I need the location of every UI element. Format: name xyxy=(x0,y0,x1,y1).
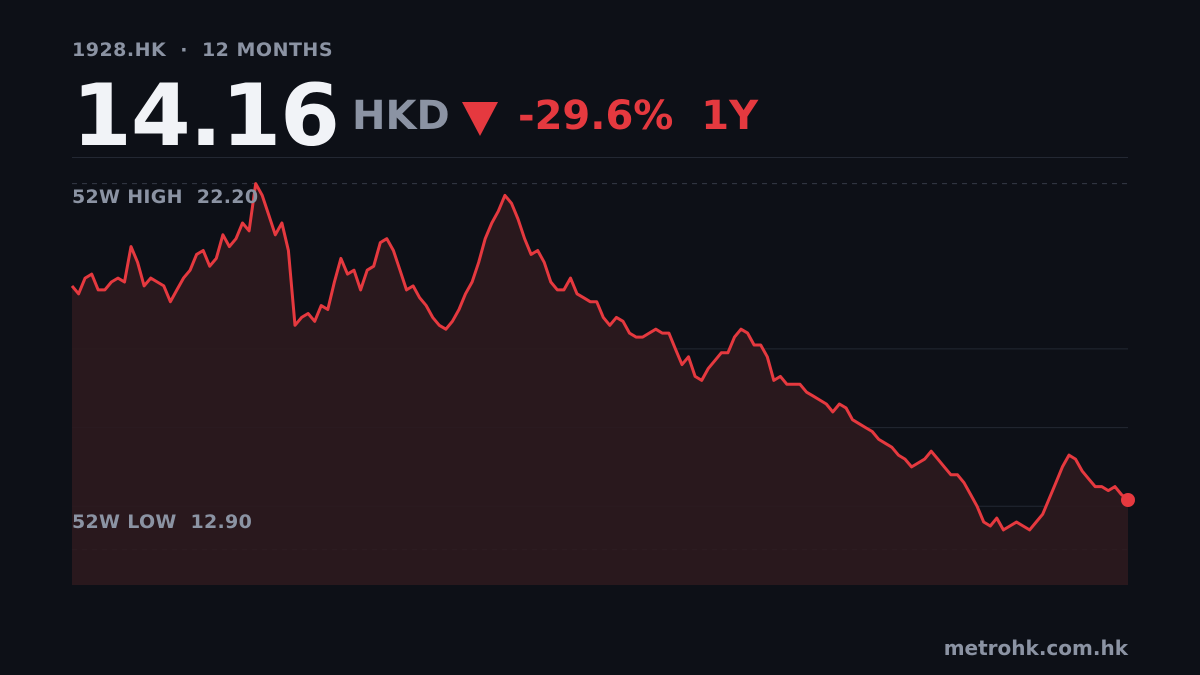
down-arrow-icon xyxy=(462,102,498,136)
chart-meta: 1928.HK · 12 MONTHS xyxy=(72,39,333,61)
meta-separator: · xyxy=(180,39,188,61)
price-area xyxy=(72,183,1128,585)
header-divider xyxy=(72,157,1128,158)
price-change: -29.6% 1Y xyxy=(518,92,758,140)
current-price: 14.16 xyxy=(72,66,340,166)
period-label: 12 MONTHS xyxy=(201,39,334,61)
last-price-marker xyxy=(1121,493,1135,507)
currency-label: HKD xyxy=(352,93,450,139)
low-label: 52W LOW 12.90 xyxy=(72,511,252,533)
range-label: 1Y xyxy=(701,93,759,139)
source-credit: metrohk.com.hk xyxy=(943,636,1128,660)
high-label-text: 52W HIGH xyxy=(72,186,183,208)
change-percent: -29.6% xyxy=(518,93,674,139)
high-value: 22.20 xyxy=(196,186,259,208)
high-label: 52W HIGH 22.20 xyxy=(72,186,258,208)
price-row: 14.16 HKD -29.6% 1Y xyxy=(72,66,1132,166)
ticker-symbol: 1928.HK xyxy=(72,39,167,61)
low-label-text: 52W LOW xyxy=(72,511,177,533)
low-value: 12.90 xyxy=(190,511,253,533)
price-line xyxy=(70,182,1129,532)
